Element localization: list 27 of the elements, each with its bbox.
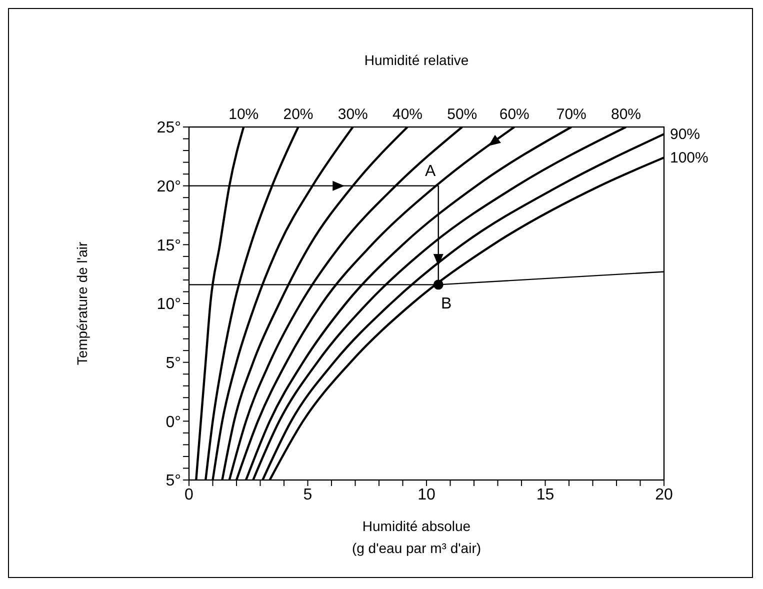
series-label: 60% — [499, 106, 530, 123]
x-tick-label: 5 — [303, 486, 312, 504]
series-label: 90% — [670, 126, 700, 144]
y-tick-label: 5° — [166, 355, 181, 372]
series-label: 20% — [283, 106, 314, 123]
y-axis-title: Température de l'air — [74, 242, 90, 366]
x-tick-label: 10 — [418, 486, 436, 504]
series-label: 40% — [392, 106, 423, 123]
series-label: 70% — [556, 106, 586, 123]
y-tick-label: 10° — [156, 296, 181, 314]
y-tick-label: 5° — [166, 472, 181, 490]
x-tick-label: 20 — [655, 486, 673, 504]
x-axis-title: Humidité absolue (g d'eau par m³ d'air) — [352, 518, 482, 556]
chart-title: Humidité relative — [364, 52, 469, 68]
annotation: A — [425, 162, 436, 180]
series-label: 30% — [338, 106, 368, 123]
series-label: 80% — [610, 106, 642, 123]
y-tick-label: 15° — [156, 237, 181, 254]
y-tick-label: 20° — [156, 178, 181, 196]
series-label: 10% — [228, 106, 259, 123]
annotation: B — [441, 296, 452, 313]
x-tick-label: 15 — [536, 486, 554, 504]
y-tick-label: 0° — [166, 414, 181, 431]
y-tick-label: 25° — [156, 120, 181, 137]
series-label: 100% — [670, 150, 708, 167]
series-label: 50% — [447, 106, 478, 123]
x-tick-label: 0 — [184, 486, 194, 504]
